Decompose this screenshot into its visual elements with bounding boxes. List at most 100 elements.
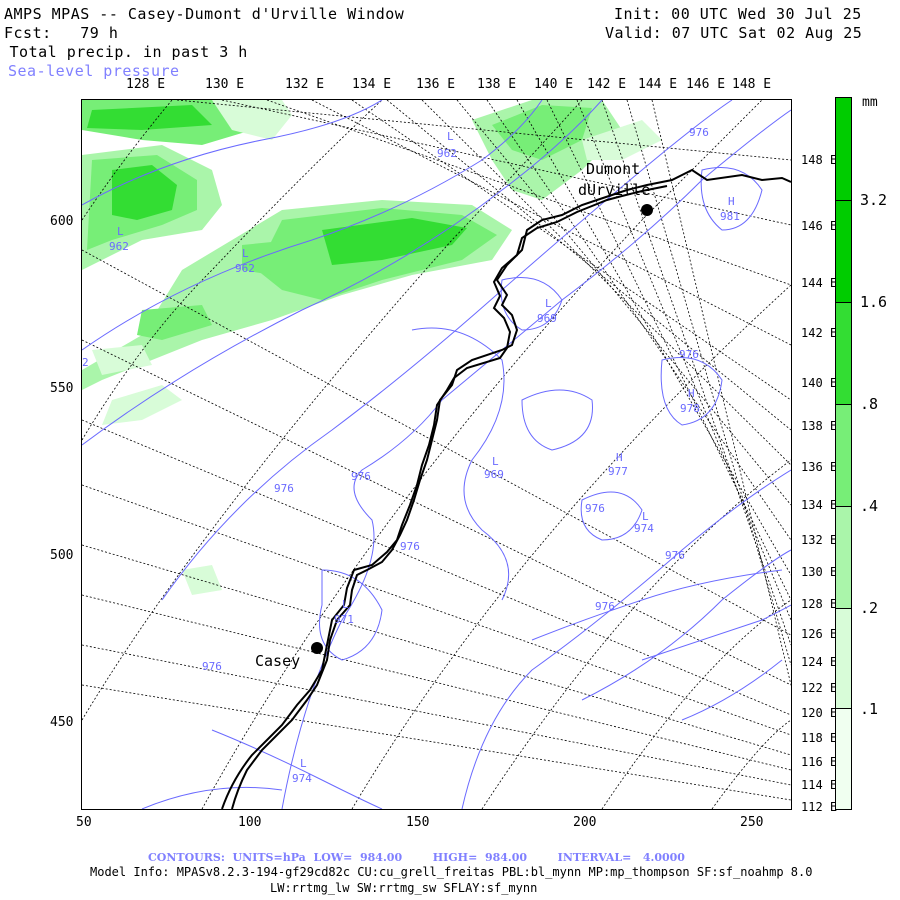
lon-line (516, 100, 791, 576)
init-time: Init: 00 UTC Wed 30 Jul 25 (614, 5, 862, 23)
model-info-line2: LW:rrtmg_lw SW:rrtmg_sw SFLAY:sf_mynn (270, 881, 538, 895)
right-lon-label: 138 E (801, 419, 838, 433)
lat-line (82, 100, 583, 721)
colorbar-label: 1.6 (860, 293, 888, 311)
precip-shading (82, 100, 662, 595)
slp-contour (141, 786, 283, 809)
low-value: 969 (484, 468, 504, 481)
lat-line (82, 100, 383, 441)
right-lon-label: 136 E (801, 460, 838, 474)
latlon-grid (82, 100, 791, 809)
colorbar-label: .2 (860, 599, 879, 617)
colorbar-segment (836, 608, 851, 708)
map-panel[interactable]: Dumont dUrville Casey L 962 L 962 L 962 … (81, 99, 792, 810)
colorbar-divider (836, 200, 851, 201)
high-value: 977 (608, 465, 628, 478)
contour-label: 976 (351, 470, 371, 483)
slp-contour (531, 569, 783, 641)
right-lon-label: 140 E (801, 376, 838, 390)
contour-label: 976 (400, 540, 420, 553)
x-axis-label: 150 (406, 815, 430, 830)
coastline-path (231, 168, 791, 809)
colorbar-segment (836, 708, 851, 809)
precip-area (102, 385, 182, 425)
lon-line (456, 100, 791, 506)
colorbar-divider (836, 608, 851, 609)
colorbar-segment (836, 200, 851, 302)
right-lon-label: 126 E (801, 627, 838, 641)
contour-label: 976 (665, 549, 685, 562)
right-lon-label: 120 E (801, 706, 838, 720)
colorbar-segment (836, 404, 851, 506)
low-marker: L (447, 130, 454, 143)
lon-line (82, 484, 791, 736)
colorbar-segment (836, 302, 851, 404)
lon-line (311, 100, 791, 346)
right-lon-label: 148 E (801, 153, 838, 167)
field-title: Total precip. in past 3 h (0, 43, 248, 61)
top-lon-label: 144 E (638, 77, 678, 92)
slp-contour (82, 100, 383, 206)
slp-contour (281, 109, 791, 809)
x-axis-label: 250 (740, 815, 764, 830)
slp-contour (660, 357, 723, 426)
lat-line (601, 599, 791, 809)
low-value: 974 (634, 522, 654, 535)
slp-contour (211, 729, 383, 809)
contour-label: 976 (274, 482, 294, 495)
contour-label: 976 (585, 502, 605, 515)
low-marker: L (117, 225, 124, 238)
pressure-contours (82, 100, 791, 809)
right-lon-label: 124 E (801, 655, 838, 669)
coastline (221, 168, 791, 809)
high-marker: H (616, 451, 623, 464)
model-info: Model Info: MPASv8.2.3-194-gf29cd82c CU:… (90, 865, 813, 879)
lat-line (711, 719, 791, 809)
y-axis-label: 550 (50, 381, 74, 396)
x-axis-label: 200 (573, 815, 597, 830)
y-axis-label: 500 (50, 548, 74, 563)
precip-area (182, 565, 222, 595)
colorbar-label: .1 (860, 700, 879, 718)
valid-time: Valid: 07 UTC Sat 02 Aug 25 (605, 24, 863, 42)
precip-area (212, 100, 292, 140)
lon-line (82, 544, 791, 756)
top-lon-label: 140 E (534, 77, 574, 92)
slp-contour (521, 389, 593, 451)
top-lon-label: 132 E (285, 77, 325, 92)
lon-line (351, 100, 791, 401)
low-value: 962 (437, 147, 457, 160)
low-marker: L (242, 247, 249, 260)
dumont-label-line2: dUrville (578, 181, 650, 199)
lon-line (221, 100, 791, 226)
colorbar-divider (836, 506, 851, 507)
colorbar-label: .4 (860, 497, 879, 515)
lon-line (546, 100, 791, 601)
colorbar-units: mm (862, 95, 878, 110)
high-value: 981 (720, 210, 740, 223)
low-value: 971 (334, 613, 354, 626)
top-lon-label: 138 E (477, 77, 517, 92)
contour-info: CONTOURS: UNITS=hPa LOW= 984.00 HIGH= 98… (148, 851, 685, 864)
lon-line (82, 594, 791, 771)
top-lon-label: 136 E (416, 77, 456, 92)
high-value: 978 (680, 402, 700, 415)
colorbar-label: .8 (860, 395, 879, 413)
contour-labels: 976 976 976 976 976 976 976 976 976 2 (82, 126, 709, 673)
low-marker: L (492, 455, 499, 468)
precip-area (87, 105, 212, 130)
colorbar-label: 3.2 (860, 191, 888, 209)
casey-label: Casey (255, 652, 300, 670)
contour-label: 976 (679, 348, 699, 361)
top-lon-label: 146 E (686, 77, 726, 92)
lon-line (82, 684, 791, 801)
precip-area (242, 240, 302, 275)
lat-line (201, 100, 763, 809)
low-marker: L (300, 757, 307, 770)
low-value: 962 (109, 240, 129, 253)
x-axis-label: 50 (76, 815, 92, 830)
y-axis-label: 600 (50, 214, 74, 229)
contour-label: 976 (202, 660, 222, 673)
colorbar-divider (836, 708, 851, 709)
colorbar-divider (836, 302, 851, 303)
